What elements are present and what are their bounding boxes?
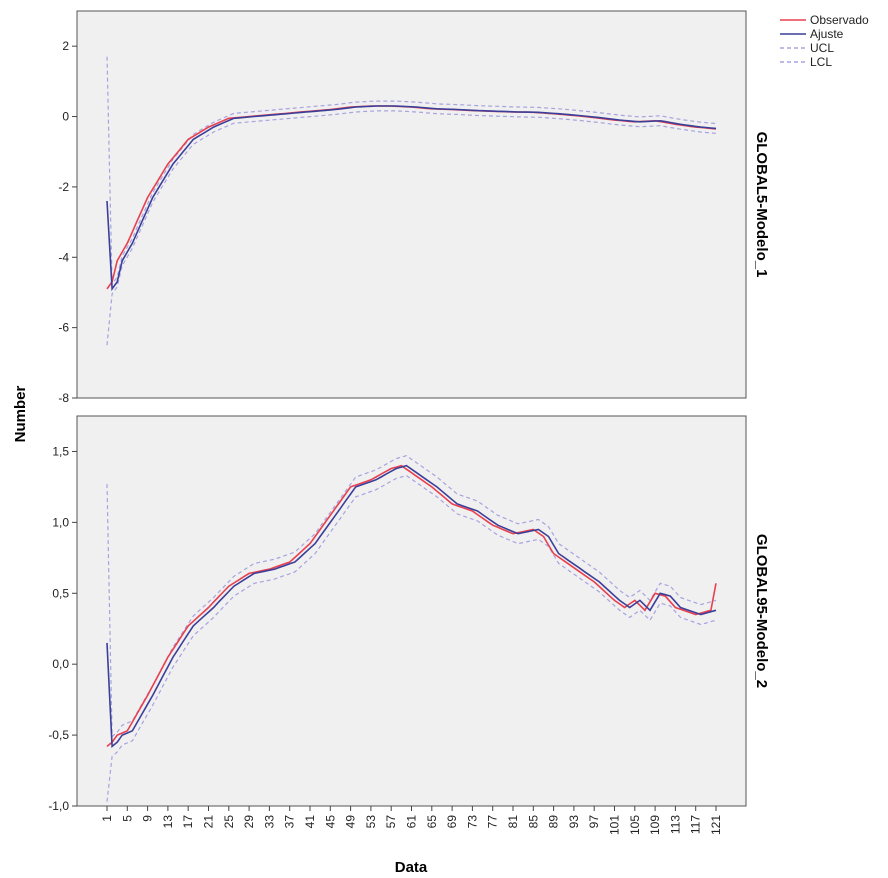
x-tick-label: 113: [668, 815, 682, 834]
series-observado: [106, 464, 717, 748]
x-tick-label: 73: [465, 815, 479, 829]
legend-label-lcl: LCL: [810, 55, 832, 69]
x-tick-label: 93: [567, 815, 581, 829]
series-ajuste: [106, 464, 717, 749]
panel-2: -1,0 -0,5 0,0 0,5 1,0 1,5 GLOBAL95-Modelo_2: [48, 415, 770, 813]
x-tick-label: 37: [283, 815, 297, 829]
x-tick-label: 121: [709, 815, 723, 835]
x-tick-label: 49: [344, 815, 358, 829]
y-tick-label: 2: [62, 39, 69, 53]
x-tick-label: 1: [100, 815, 114, 822]
y-axis-title: Number: [12, 386, 29, 443]
y-tick-label: 0: [62, 110, 69, 124]
x-tick-label: 41: [303, 815, 317, 829]
x-tick-label: 29: [242, 815, 256, 829]
legend-label-ajuste: Ajuste: [810, 27, 844, 41]
y-tick-label: -6: [58, 321, 69, 335]
x-tick-label: 97: [587, 815, 601, 829]
series-ajuste: [106, 105, 717, 292]
x-tick-label: 53: [364, 815, 378, 829]
panel-label: GLOBAL95-Modelo_2: [753, 534, 770, 688]
series-lcl: [106, 110, 717, 346]
x-tick-label: 5: [120, 815, 134, 822]
y-tick-label: 0,5: [52, 586, 69, 600]
x-tick-label: 109: [648, 815, 662, 835]
series-ucl: [106, 455, 717, 738]
y-tick-label: 1,5: [52, 444, 69, 458]
plot-background: [76, 415, 747, 807]
y-tick-label: 0,0: [52, 657, 69, 671]
x-tick-label: 105: [628, 815, 642, 835]
x-tick-label: 81: [506, 815, 520, 829]
y-tick-label: -4: [58, 250, 69, 264]
y-tick-label: -1,0: [48, 799, 69, 813]
x-tick-label: 21: [202, 815, 216, 829]
y-tick-label: -2: [58, 180, 69, 194]
x-tick-label: 9: [141, 815, 155, 822]
x-tick-label: 117: [689, 815, 703, 834]
x-tick-label: 33: [262, 815, 276, 829]
x-tick-label: 89: [547, 815, 561, 829]
x-tick-label: 25: [222, 815, 236, 829]
x-tick-label: 65: [425, 815, 439, 829]
x-tick-label: 57: [384, 815, 398, 829]
x-tick-label: 101: [608, 815, 622, 835]
series-lcl: [106, 474, 717, 802]
panel-1: -8 -6 -4 -2 0 2 GLOBAL5-Modelo_1: [58, 10, 770, 405]
x-tick-label: 45: [323, 815, 337, 829]
x-tick-label: 77: [486, 815, 500, 829]
x-axis: 1 5 9 13 17 21 25 29 33 37 41 45 49 53 57 61 65 69 73 77 81 8…: [100, 806, 723, 835]
x-tick-label: 69: [445, 815, 459, 829]
legend-label-ucl: UCL: [810, 41, 834, 55]
plot-background: [76, 10, 747, 399]
panel-label: GLOBAL5-Modelo_1: [753, 132, 770, 278]
x-tick-label: 17: [181, 815, 195, 829]
panels-layer: -8 -6 -4 -2 0 2 GLOBAL5-Modelo_1 -1,0 -0,5 0,0 0,5…: [48, 10, 770, 813]
y-tick-label: 1,0: [52, 515, 69, 529]
legend-label-observado: Observado: [810, 13, 869, 27]
y-tick-label: -8: [58, 391, 69, 405]
series-ucl: [106, 56, 717, 286]
x-tick-label: 61: [405, 815, 419, 829]
x-axis-title: Data: [395, 859, 428, 876]
x-tick-label: 13: [161, 815, 175, 829]
x-tick-label: 85: [526, 815, 540, 829]
y-tick-label: -0,5: [48, 728, 69, 742]
